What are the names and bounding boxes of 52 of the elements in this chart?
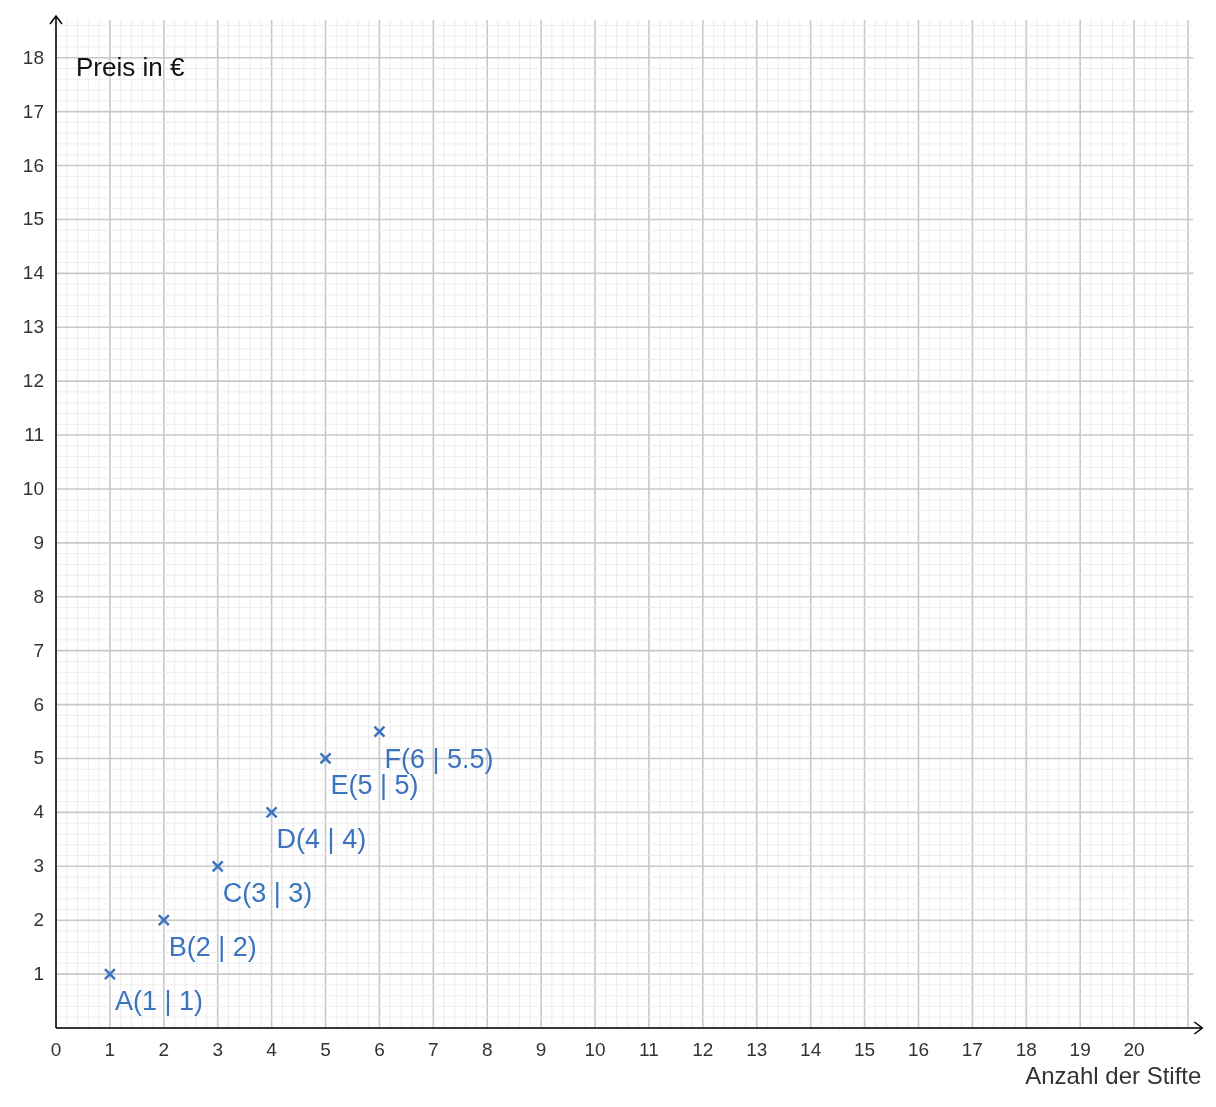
x-tick-label: 10 xyxy=(584,1039,606,1060)
annotation: D(4 | 4) xyxy=(276,824,367,855)
annotation: A(1 | 1) xyxy=(114,986,203,1017)
x-tick-label: 18 xyxy=(1015,1039,1037,1060)
y-tick-label: 14 xyxy=(22,262,45,284)
point xyxy=(265,806,278,819)
x-tick-label: 4 xyxy=(266,1039,278,1060)
y-tick-label: 4 xyxy=(33,801,45,823)
point xyxy=(157,913,171,927)
annotation: C(3 | 3) xyxy=(222,878,313,909)
x-tick-label: 2 xyxy=(158,1039,170,1060)
x-tick-label: 17 xyxy=(961,1039,983,1060)
point xyxy=(103,967,117,981)
y-tick-label: 1 xyxy=(33,963,44,985)
y-tick-label: 18 xyxy=(22,46,44,68)
x-tick-label: 6 xyxy=(374,1039,385,1060)
x-tick-label: 5 xyxy=(320,1039,331,1060)
y-tick-label: 17 xyxy=(22,100,44,122)
y-tick-label: 13 xyxy=(22,316,44,338)
annotation: F(6 | 5.5) xyxy=(384,743,494,774)
point xyxy=(211,860,224,873)
annotation: B(2 | 2) xyxy=(168,932,257,963)
y-tick-label: 3 xyxy=(33,855,44,877)
y-tick-label: 9 xyxy=(33,531,44,553)
point xyxy=(319,752,332,765)
y-tick-label: 12 xyxy=(22,370,44,392)
x-tick-label: 15 xyxy=(853,1039,876,1060)
x-tick-label: 16 xyxy=(907,1039,930,1060)
x-tick-label: 12 xyxy=(692,1039,714,1060)
y-tick-label: 11 xyxy=(24,424,44,446)
x-tick-label: 3 xyxy=(212,1039,223,1060)
y-tick-label: 8 xyxy=(33,585,44,607)
x-tick-label: 20 xyxy=(1123,1039,1145,1060)
y-axis-title: Preis in € xyxy=(76,52,185,82)
y-tick-label: 16 xyxy=(22,154,44,176)
y-tick-label: 2 xyxy=(33,909,44,931)
y-tick-label: 5 xyxy=(33,747,44,769)
x-tick-label: 9 xyxy=(535,1039,547,1060)
y-tick-label: 15 xyxy=(22,208,44,230)
x-tick-label: 13 xyxy=(746,1039,768,1060)
y-tick-label: 10 xyxy=(22,477,44,499)
x-tick-label: 11 xyxy=(639,1039,659,1060)
point xyxy=(373,725,386,738)
y-tick-label: 6 xyxy=(33,693,44,715)
x-tick-label: 14 xyxy=(800,1039,822,1060)
x-axis-title: Anzahl der Stifte xyxy=(1025,1062,1202,1089)
y-tick-label: 7 xyxy=(33,639,44,661)
x-tick-label: 7 xyxy=(428,1039,439,1060)
x-tick-label: 8 xyxy=(481,1039,493,1060)
x-tick-label: 19 xyxy=(1069,1039,1091,1060)
x-tick-label: 1 xyxy=(104,1039,116,1060)
x-tick-label: 0 xyxy=(50,1039,62,1060)
